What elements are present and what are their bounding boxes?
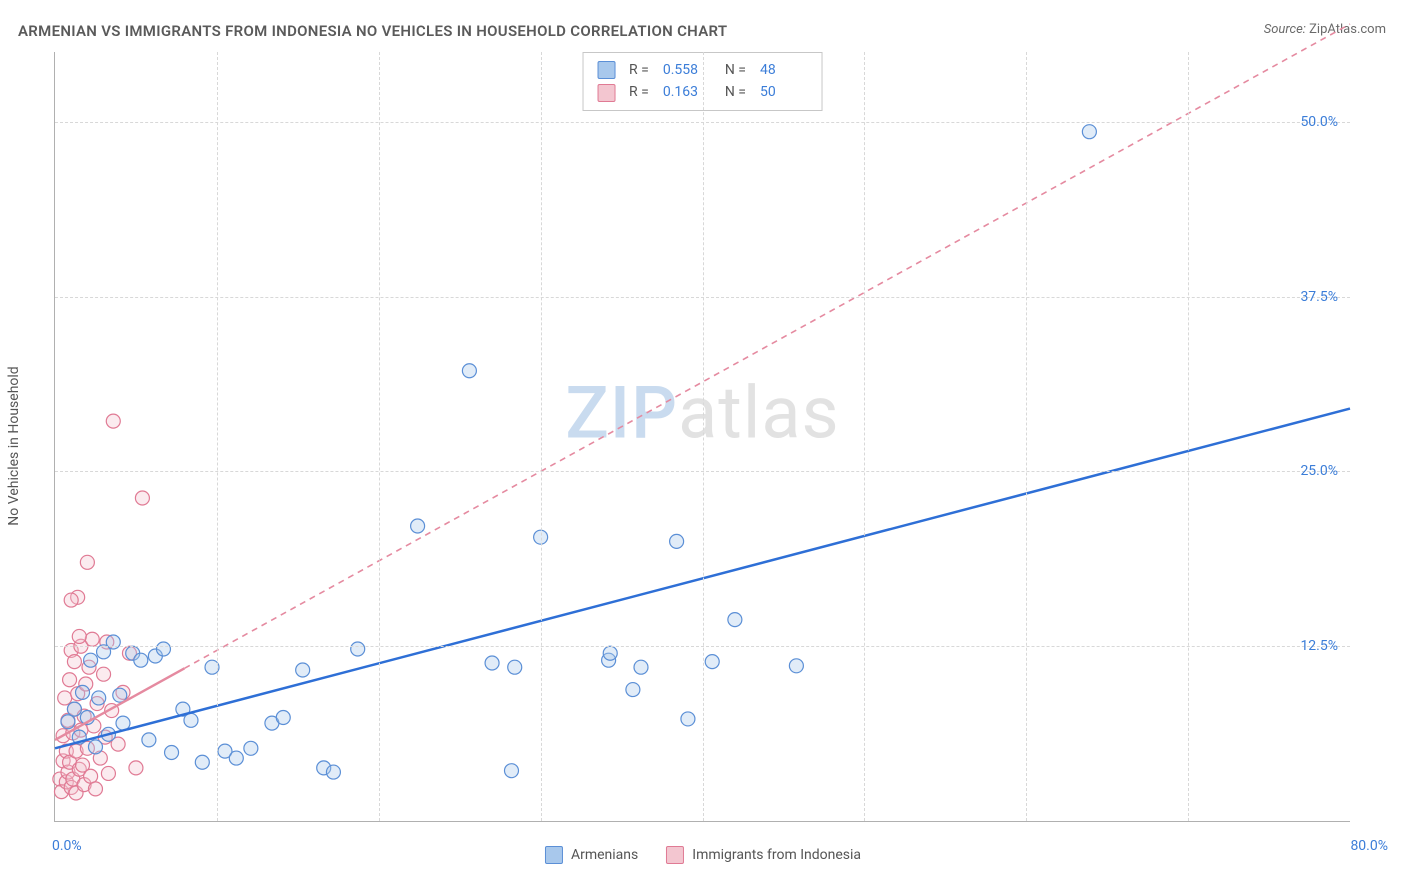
source-attribution: Source: ZipAtlas.com (1264, 22, 1386, 37)
data-point (101, 766, 115, 780)
data-point (72, 629, 86, 643)
data-point (485, 656, 499, 670)
gridline-x (217, 52, 218, 821)
data-point (670, 534, 684, 548)
data-point (626, 683, 640, 697)
data-point (504, 764, 518, 778)
data-point (142, 733, 156, 747)
bottom-legend: Armenians Immigrants from Indonesia (545, 846, 861, 864)
data-point (58, 691, 72, 705)
data-point (61, 715, 75, 729)
data-point (728, 613, 742, 627)
y-tick-label: 12.5% (1300, 638, 1338, 654)
data-point (85, 632, 99, 646)
gridline-x (541, 52, 542, 821)
y-tick-label: 37.5% (1300, 289, 1338, 305)
x-tick-max: 80.0% (1350, 838, 1388, 854)
gridline-x (379, 52, 380, 821)
gridline-x (703, 52, 704, 821)
data-point (134, 653, 148, 667)
data-point (156, 642, 170, 656)
data-point (97, 667, 111, 681)
legend-swatch-a (545, 846, 563, 864)
data-point (296, 663, 310, 677)
data-point (326, 765, 340, 779)
data-point (244, 741, 258, 755)
data-point (67, 702, 81, 716)
data-point (88, 740, 102, 754)
y-axis-label: No Vehicles in Household (6, 366, 22, 525)
data-point (681, 712, 695, 726)
data-point (84, 769, 98, 783)
gridline-x (1026, 52, 1027, 821)
x-tick-min: 0.0% (52, 838, 82, 854)
y-tick-label: 50.0% (1300, 114, 1338, 130)
legend-item-a: Armenians (545, 846, 638, 864)
legend-label-b: Immigrants from Indonesia (692, 847, 861, 863)
data-point (508, 660, 522, 674)
data-point (705, 655, 719, 669)
data-point (276, 711, 290, 725)
legend-item-b: Immigrants from Indonesia (666, 846, 861, 864)
data-point (92, 691, 106, 705)
trend-line-dashed (185, 24, 1351, 668)
data-point (106, 414, 120, 428)
legend-swatch-b (666, 846, 684, 864)
data-point (195, 755, 209, 769)
data-point (64, 593, 78, 607)
data-point (1082, 125, 1096, 139)
chart-title: ARMENIAN VS IMMIGRANTS FROM INDONESIA NO… (18, 22, 727, 40)
legend-label-a: Armenians (571, 847, 638, 863)
source-label: Source: (1264, 22, 1306, 37)
data-point (129, 761, 143, 775)
data-point (84, 653, 98, 667)
data-point (229, 751, 243, 765)
data-point (789, 659, 803, 673)
data-point (462, 364, 476, 378)
data-point (165, 745, 179, 759)
data-point (184, 713, 198, 727)
source-value: ZipAtlas.com (1309, 22, 1386, 37)
data-point (80, 555, 94, 569)
data-point (634, 660, 648, 674)
y-tick-label: 25.0% (1300, 463, 1338, 479)
data-point (135, 491, 149, 505)
data-point (603, 646, 617, 660)
data-point (63, 673, 77, 687)
plot-area: ZIPatlas R = 0.558 N = 48 R = 0.163 N = … (54, 52, 1350, 822)
data-point (351, 642, 365, 656)
data-point (411, 519, 425, 533)
gridline-x (1188, 52, 1189, 821)
data-point (88, 782, 102, 796)
gridline-x (864, 52, 865, 821)
data-point (76, 685, 90, 699)
data-point (67, 655, 81, 669)
